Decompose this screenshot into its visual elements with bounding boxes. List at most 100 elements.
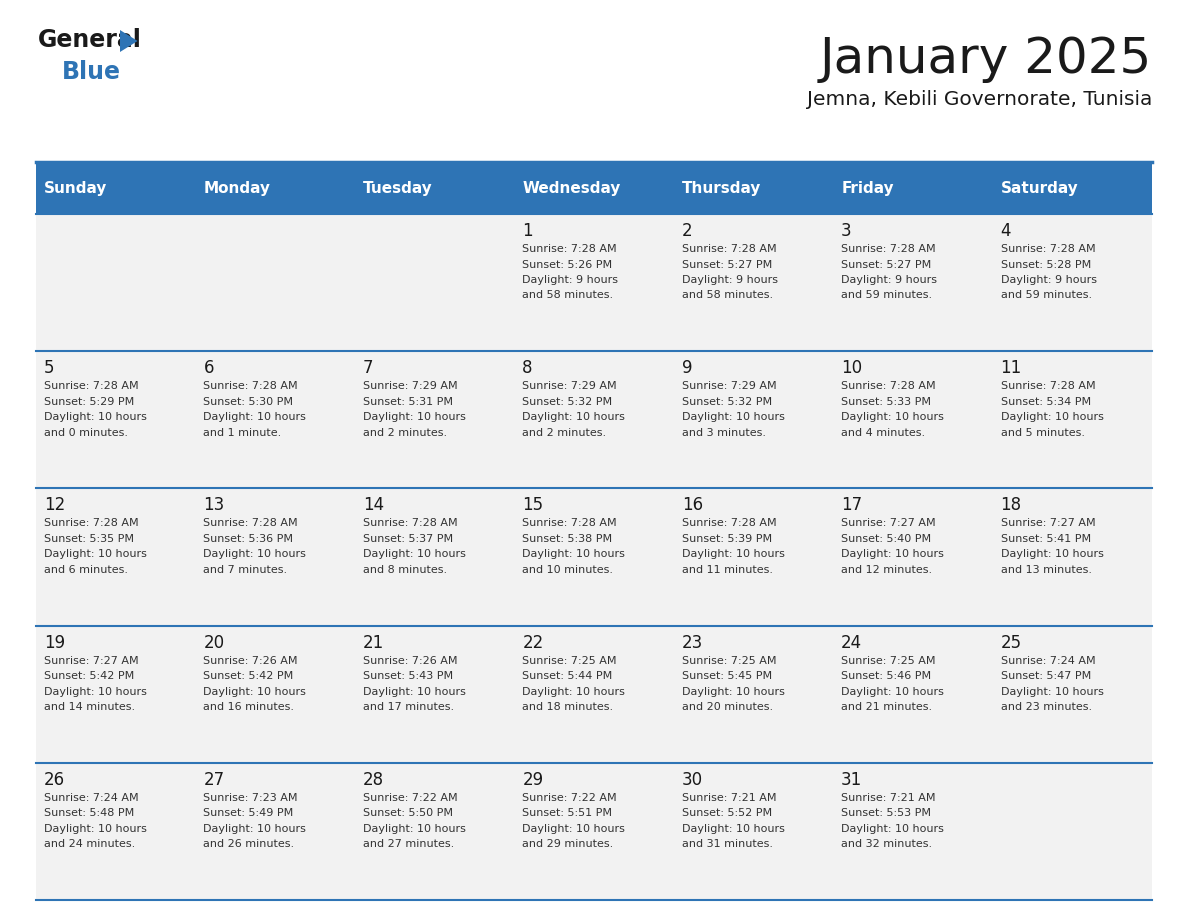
Text: and 24 minutes.: and 24 minutes. bbox=[44, 839, 135, 849]
Text: January 2025: January 2025 bbox=[820, 35, 1152, 83]
Text: 23: 23 bbox=[682, 633, 703, 652]
Text: 6: 6 bbox=[203, 359, 214, 377]
Text: Daylight: 10 hours: Daylight: 10 hours bbox=[203, 412, 307, 422]
Text: and 5 minutes.: and 5 minutes. bbox=[1000, 428, 1085, 438]
Bar bbox=[355, 162, 514, 214]
Text: Daylight: 10 hours: Daylight: 10 hours bbox=[44, 687, 147, 697]
Text: and 16 minutes.: and 16 minutes. bbox=[203, 702, 295, 712]
Text: Sunrise: 7:29 AM: Sunrise: 7:29 AM bbox=[682, 381, 776, 391]
Text: and 58 minutes.: and 58 minutes. bbox=[682, 290, 773, 300]
Text: Sunset: 5:49 PM: Sunset: 5:49 PM bbox=[203, 809, 293, 818]
Bar bbox=[992, 352, 1152, 488]
Text: and 13 minutes.: and 13 minutes. bbox=[1000, 565, 1092, 575]
Bar bbox=[514, 625, 674, 763]
Text: Sunrise: 7:28 AM: Sunrise: 7:28 AM bbox=[841, 244, 936, 254]
Bar bbox=[196, 352, 355, 488]
Text: Sunset: 5:46 PM: Sunset: 5:46 PM bbox=[841, 671, 931, 681]
Text: Daylight: 10 hours: Daylight: 10 hours bbox=[523, 412, 625, 422]
Text: Daylight: 10 hours: Daylight: 10 hours bbox=[1000, 687, 1104, 697]
Text: Sunrise: 7:22 AM: Sunrise: 7:22 AM bbox=[362, 793, 457, 803]
Bar bbox=[992, 488, 1152, 625]
Text: 20: 20 bbox=[203, 633, 225, 652]
Bar bbox=[674, 352, 833, 488]
Text: Daylight: 10 hours: Daylight: 10 hours bbox=[362, 549, 466, 559]
Text: Sunrise: 7:24 AM: Sunrise: 7:24 AM bbox=[44, 793, 139, 803]
Bar bbox=[833, 488, 992, 625]
Bar bbox=[196, 763, 355, 900]
Text: 8: 8 bbox=[523, 359, 532, 377]
Text: Sunset: 5:36 PM: Sunset: 5:36 PM bbox=[203, 534, 293, 543]
Text: Daylight: 9 hours: Daylight: 9 hours bbox=[523, 275, 618, 285]
Text: and 4 minutes.: and 4 minutes. bbox=[841, 428, 925, 438]
Text: 27: 27 bbox=[203, 771, 225, 789]
Text: 16: 16 bbox=[682, 497, 703, 514]
Text: Sunset: 5:33 PM: Sunset: 5:33 PM bbox=[841, 397, 931, 407]
Text: 12: 12 bbox=[44, 497, 65, 514]
Text: Sunset: 5:42 PM: Sunset: 5:42 PM bbox=[44, 671, 134, 681]
Text: 28: 28 bbox=[362, 771, 384, 789]
Text: Sunrise: 7:28 AM: Sunrise: 7:28 AM bbox=[44, 381, 139, 391]
Text: Daylight: 10 hours: Daylight: 10 hours bbox=[841, 549, 944, 559]
Bar bbox=[196, 162, 355, 214]
Text: Sunset: 5:28 PM: Sunset: 5:28 PM bbox=[1000, 260, 1091, 270]
Text: Sunrise: 7:21 AM: Sunrise: 7:21 AM bbox=[841, 793, 936, 803]
Text: Blue: Blue bbox=[62, 60, 121, 84]
Text: Sunset: 5:39 PM: Sunset: 5:39 PM bbox=[682, 534, 772, 543]
Bar bbox=[36, 488, 196, 625]
Text: and 14 minutes.: and 14 minutes. bbox=[44, 702, 135, 712]
Text: Daylight: 9 hours: Daylight: 9 hours bbox=[1000, 275, 1097, 285]
Text: Thursday: Thursday bbox=[682, 181, 762, 196]
Bar bbox=[992, 214, 1152, 352]
Bar bbox=[833, 763, 992, 900]
Text: Daylight: 10 hours: Daylight: 10 hours bbox=[44, 412, 147, 422]
Text: Daylight: 10 hours: Daylight: 10 hours bbox=[523, 549, 625, 559]
Bar bbox=[514, 352, 674, 488]
Bar bbox=[674, 162, 833, 214]
Text: 4: 4 bbox=[1000, 222, 1011, 240]
Text: Sunset: 5:32 PM: Sunset: 5:32 PM bbox=[682, 397, 772, 407]
Text: and 17 minutes.: and 17 minutes. bbox=[362, 702, 454, 712]
Text: 18: 18 bbox=[1000, 497, 1022, 514]
Text: 22: 22 bbox=[523, 633, 544, 652]
Text: Sunrise: 7:29 AM: Sunrise: 7:29 AM bbox=[523, 381, 617, 391]
Text: Daylight: 10 hours: Daylight: 10 hours bbox=[523, 687, 625, 697]
Text: Sunset: 5:30 PM: Sunset: 5:30 PM bbox=[203, 397, 293, 407]
Text: Daylight: 10 hours: Daylight: 10 hours bbox=[841, 823, 944, 834]
Text: Sunrise: 7:26 AM: Sunrise: 7:26 AM bbox=[203, 655, 298, 666]
Text: and 31 minutes.: and 31 minutes. bbox=[682, 839, 772, 849]
Text: and 59 minutes.: and 59 minutes. bbox=[1000, 290, 1092, 300]
Text: and 10 minutes.: and 10 minutes. bbox=[523, 565, 613, 575]
Text: Sunrise: 7:28 AM: Sunrise: 7:28 AM bbox=[523, 244, 617, 254]
Text: 14: 14 bbox=[362, 497, 384, 514]
Text: 1: 1 bbox=[523, 222, 533, 240]
Text: Sunrise: 7:28 AM: Sunrise: 7:28 AM bbox=[1000, 381, 1095, 391]
Text: Sunset: 5:52 PM: Sunset: 5:52 PM bbox=[682, 809, 772, 818]
Bar bbox=[36, 763, 196, 900]
Text: 9: 9 bbox=[682, 359, 693, 377]
Text: Daylight: 10 hours: Daylight: 10 hours bbox=[362, 412, 466, 422]
Text: Tuesday: Tuesday bbox=[362, 181, 432, 196]
Bar bbox=[355, 352, 514, 488]
Bar bbox=[674, 214, 833, 352]
Text: Sunset: 5:29 PM: Sunset: 5:29 PM bbox=[44, 397, 134, 407]
Text: 5: 5 bbox=[44, 359, 55, 377]
Text: Sunrise: 7:21 AM: Sunrise: 7:21 AM bbox=[682, 793, 776, 803]
Text: and 18 minutes.: and 18 minutes. bbox=[523, 702, 613, 712]
Text: and 12 minutes.: and 12 minutes. bbox=[841, 565, 933, 575]
Text: and 3 minutes.: and 3 minutes. bbox=[682, 428, 766, 438]
Text: Daylight: 10 hours: Daylight: 10 hours bbox=[682, 823, 784, 834]
Text: 25: 25 bbox=[1000, 633, 1022, 652]
Text: Sunrise: 7:26 AM: Sunrise: 7:26 AM bbox=[362, 655, 457, 666]
Text: and 2 minutes.: and 2 minutes. bbox=[362, 428, 447, 438]
Text: Sunset: 5:31 PM: Sunset: 5:31 PM bbox=[362, 397, 453, 407]
Text: and 2 minutes.: and 2 minutes. bbox=[523, 428, 606, 438]
Text: Sunrise: 7:22 AM: Sunrise: 7:22 AM bbox=[523, 793, 617, 803]
Text: 26: 26 bbox=[44, 771, 65, 789]
Bar bbox=[833, 214, 992, 352]
Bar bbox=[992, 625, 1152, 763]
Text: and 32 minutes.: and 32 minutes. bbox=[841, 839, 933, 849]
Text: Sunrise: 7:28 AM: Sunrise: 7:28 AM bbox=[523, 519, 617, 529]
Text: and 21 minutes.: and 21 minutes. bbox=[841, 702, 933, 712]
Text: Daylight: 10 hours: Daylight: 10 hours bbox=[841, 687, 944, 697]
Text: Sunrise: 7:28 AM: Sunrise: 7:28 AM bbox=[44, 519, 139, 529]
